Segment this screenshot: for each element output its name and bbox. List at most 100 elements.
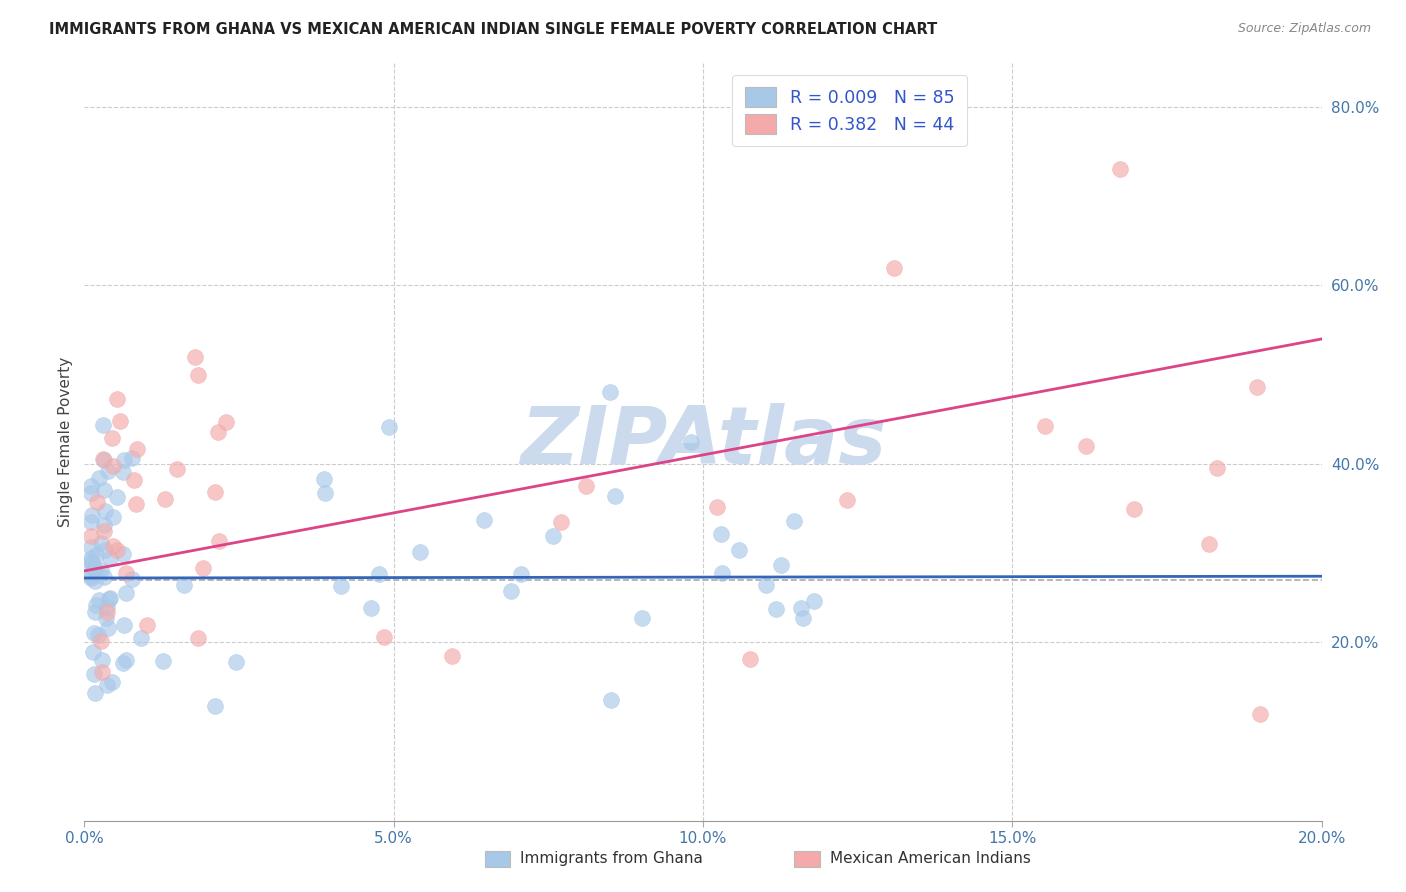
Point	[94, 504, 117, 518]
Point	[225, 655, 247, 669]
Point	[153, 491, 176, 506]
Point	[84, 548, 107, 562]
Point	[84, 598, 107, 612]
Point	[173, 578, 195, 592]
Point	[105, 392, 128, 406]
Point	[91, 417, 114, 432]
Point	[96, 599, 118, 614]
Point	[127, 442, 149, 457]
Point	[1109, 162, 1132, 177]
Point	[509, 567, 531, 582]
Point	[90, 634, 112, 648]
Point	[83, 560, 105, 574]
Point	[711, 566, 734, 581]
Point	[204, 699, 226, 714]
Point	[550, 515, 572, 529]
Point	[101, 674, 124, 689]
Point	[97, 464, 120, 478]
Point	[314, 486, 336, 500]
Point	[89, 471, 111, 485]
Point	[728, 542, 751, 557]
Point	[125, 497, 148, 511]
Point	[187, 368, 209, 382]
Point	[314, 472, 336, 486]
Point	[681, 435, 703, 450]
Point	[79, 569, 101, 583]
Point	[112, 465, 135, 479]
Point	[108, 414, 131, 428]
Point	[114, 618, 136, 632]
Point	[84, 686, 107, 700]
Point	[80, 485, 103, 500]
Point	[738, 651, 761, 665]
Point	[215, 415, 238, 429]
Point	[90, 665, 112, 680]
Point	[115, 566, 138, 580]
Point	[1076, 439, 1098, 453]
Point	[112, 657, 135, 671]
Point	[409, 545, 432, 559]
Point	[367, 567, 389, 582]
Point	[97, 621, 120, 635]
Point	[112, 452, 135, 467]
Point	[80, 570, 103, 584]
Point	[790, 600, 813, 615]
Point	[803, 594, 825, 608]
Text: Mexican American Indians: Mexican American Indians	[830, 852, 1031, 866]
Point	[191, 561, 214, 575]
Point	[101, 431, 124, 445]
Point	[121, 450, 143, 465]
Point	[631, 610, 654, 624]
Point	[98, 591, 121, 606]
Point	[80, 508, 103, 522]
Point	[79, 540, 101, 554]
Point	[208, 533, 231, 548]
Point	[1035, 419, 1057, 434]
Point	[770, 558, 793, 572]
Point	[1246, 380, 1268, 394]
Point	[86, 495, 108, 509]
Point	[90, 535, 112, 549]
Point	[837, 493, 859, 508]
Point	[1206, 460, 1229, 475]
Text: Immigrants from Ghana: Immigrants from Ghana	[520, 852, 703, 866]
Point	[79, 515, 101, 529]
Y-axis label: Single Female Poverty: Single Female Poverty	[58, 357, 73, 526]
Point	[111, 547, 134, 561]
Point	[472, 512, 495, 526]
Point	[93, 570, 115, 584]
Point	[599, 385, 621, 400]
Point	[103, 458, 125, 473]
Point	[94, 611, 117, 625]
Text: IMMIGRANTS FROM GHANA VS MEXICAN AMERICAN INDIAN SINGLE FEMALE POVERTY CORRELATI: IMMIGRANTS FROM GHANA VS MEXICAN AMERICA…	[49, 22, 938, 37]
Point	[360, 601, 382, 615]
Point	[121, 572, 143, 586]
Point	[96, 605, 118, 619]
Point	[103, 510, 125, 524]
Point	[600, 693, 623, 707]
Point	[187, 631, 209, 645]
Point	[136, 618, 159, 632]
Point	[83, 626, 105, 640]
Point	[79, 551, 101, 566]
Point	[329, 579, 352, 593]
Point	[79, 554, 101, 568]
Point	[91, 653, 114, 667]
Point	[80, 479, 103, 493]
Point	[1123, 501, 1146, 516]
Point	[152, 654, 174, 668]
Point	[1198, 537, 1220, 551]
Point	[83, 667, 105, 681]
Point	[101, 539, 124, 553]
Point	[501, 584, 523, 599]
Point	[883, 260, 905, 275]
Point	[603, 489, 626, 503]
Point	[706, 500, 728, 514]
Point	[373, 630, 395, 644]
Point	[115, 653, 138, 667]
Point	[89, 592, 111, 607]
Point	[541, 529, 564, 543]
Point	[440, 648, 463, 663]
Point	[93, 524, 115, 538]
Point	[96, 678, 118, 692]
